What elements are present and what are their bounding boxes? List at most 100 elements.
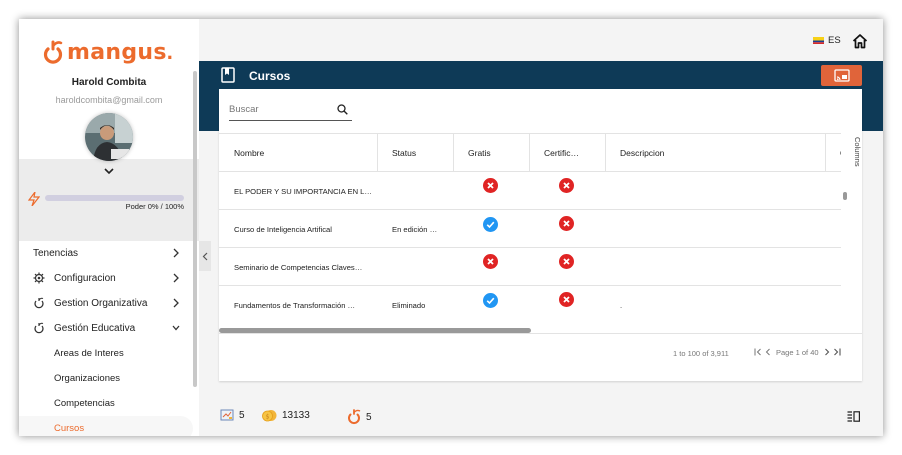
board-icon <box>220 409 234 421</box>
items-count: 5 <box>239 409 245 421</box>
column-header-certificado[interactable]: Certific… <box>544 148 579 158</box>
sidebar-item-label: Configuracion <box>54 273 116 284</box>
first-page-icon <box>754 348 761 356</box>
power-label: Poder 0% / 100% <box>125 202 184 211</box>
avatar[interactable] <box>85 113 133 161</box>
sidebar-item-cursos[interactable]: Cursos <box>19 416 193 436</box>
cell-descripcion: . <box>620 300 623 310</box>
pagination-range: 1 to 100 of 3,911 <box>673 349 729 358</box>
avatar-photo <box>85 113 133 161</box>
search-icon[interactable] <box>337 104 348 115</box>
cell-descripcion <box>605 248 825 286</box>
chevron-right-icon <box>173 298 179 308</box>
sidebar-item-areas-de-interes[interactable]: Areas de Interes <box>19 341 193 366</box>
app-window: mangus. Harold Combita haroldcombita@gma… <box>19 19 883 436</box>
search-box <box>229 101 352 121</box>
cross-circle-icon <box>559 178 574 193</box>
table-header-row: Nombre Status Gratis Certific… Descripci… <box>219 134 841 172</box>
sidebar-item-label: Organizaciones <box>54 373 121 384</box>
coins-count: 13133 <box>282 410 310 421</box>
cross-circle-icon <box>483 254 498 269</box>
table-row[interactable]: Seminario de Competencias Claves… <box>219 248 841 286</box>
cross-circle-icon <box>559 292 574 307</box>
chevron-left-icon <box>765 348 770 356</box>
mangus-logo[interactable]: mangus. <box>43 37 173 67</box>
cast-icon <box>833 69 850 82</box>
last-page-icon <box>833 348 841 356</box>
columns-toggle[interactable]: Columns <box>853 137 862 167</box>
mangus-stat: 5 <box>347 409 372 425</box>
table-row[interactable]: EL PODER Y SU IMPORTANCIA EN L… <box>219 172 841 210</box>
last-page-button[interactable] <box>832 346 842 358</box>
table-row[interactable]: Curso de Inteligencia Artifical En edici… <box>219 210 841 248</box>
cross-circle-icon <box>483 178 498 193</box>
panel-toggle-icon[interactable] <box>847 411 860 422</box>
cross-circle-icon <box>559 216 574 231</box>
column-header-gratis[interactable]: Gratis <box>468 148 491 158</box>
sidebar: mangus. Harold Combita haroldcombita@gma… <box>19 19 199 436</box>
cell-status: Eliminado <box>392 300 426 310</box>
user-email: haroldcombita@gmail.com <box>55 95 163 105</box>
home-icon[interactable] <box>852 33 868 49</box>
chevron-down-icon[interactable] <box>103 165 115 177</box>
sidebar-item-gestion-educativa[interactable]: Gestión Educativa <box>19 316 193 341</box>
cell-nombre: Curso de Inteligencia Artifical <box>234 224 332 234</box>
mangus-count: 5 <box>366 411 372 423</box>
column-header-status[interactable]: Status <box>392 148 417 158</box>
sidebar-item-label: Areas de Interes <box>54 348 124 359</box>
table-footer-divider <box>219 333 862 334</box>
check-circle-icon <box>483 293 498 308</box>
column-header-orden[interactable]: Or <box>825 134 841 172</box>
table-horizontal-scrollbar[interactable] <box>219 328 531 333</box>
cell-nombre: EL PODER Y SU IMPORTANCIA EN L… <box>234 186 372 196</box>
cell-descripcion <box>605 172 825 210</box>
previous-page-button[interactable] <box>763 346 773 358</box>
cell-status <box>377 248 453 286</box>
sidebar-item-label: Cursos <box>54 423 85 434</box>
items-stat: 5 <box>220 409 245 421</box>
sidebar-item-tenencias[interactable]: Tenencias <box>19 241 193 266</box>
cast-button[interactable] <box>821 65 862 86</box>
table-row[interactable]: Fundamentos de Transformación … Eliminad… <box>219 286 841 321</box>
gear-icon <box>33 272 45 284</box>
sidebar-item-organizaciones[interactable]: Organizaciones <box>19 366 193 391</box>
language-selector[interactable]: ES <box>828 35 841 46</box>
book-icon <box>221 67 235 83</box>
sidebar-item-configuracion[interactable]: Configuracion <box>19 266 193 291</box>
column-header-nombre[interactable]: Nombre <box>234 148 265 158</box>
chevron-right-icon <box>173 273 179 283</box>
page-indicator: Page 1 of 40 <box>776 347 819 357</box>
cell-status: En edición … <box>392 224 438 234</box>
brand-name: mangus <box>67 39 167 65</box>
colombia-flag-icon[interactable] <box>813 37 824 44</box>
sidebar-item-label: Competencias <box>54 398 115 409</box>
sidebar-item-label: Tenencias <box>33 248 79 259</box>
brand-dot: . <box>166 39 173 64</box>
table-vertical-scroll-thumb[interactable] <box>843 192 847 200</box>
mangus-logo-icon <box>43 40 63 64</box>
mangus-fruit-icon <box>348 409 361 424</box>
chevron-left-icon <box>202 252 208 260</box>
power-progress-bar <box>45 195 184 201</box>
column-header-descripcion[interactable]: Descripcion <box>620 148 665 158</box>
sidebar-collapse-button[interactable] <box>199 241 211 271</box>
mangus-fruit-icon <box>34 322 44 334</box>
sidebar-item-gestion-organizativa[interactable]: Gestion Organizativa <box>19 291 193 316</box>
cross-circle-icon <box>559 254 574 269</box>
chevron-down-icon <box>172 325 180 331</box>
cell-descripcion <box>605 210 825 248</box>
coins-icon: $ <box>262 410 277 422</box>
chevron-right-icon <box>824 348 829 356</box>
pagination-controls: Page 1 of 40 <box>753 346 842 358</box>
top-bar: ES <box>199 19 883 61</box>
first-page-button[interactable] <box>753 346 763 358</box>
sidebar-scrollbar[interactable] <box>193 71 197 387</box>
sidebar-item-label: Gestion Organizativa <box>54 298 148 309</box>
svg-text:$: $ <box>266 413 270 420</box>
sidebar-item-competencias[interactable]: Competencias <box>19 391 193 416</box>
check-circle-icon <box>483 217 498 232</box>
search-input[interactable] <box>229 104 329 115</box>
page-title: Cursos <box>249 69 291 83</box>
cell-nombre: Fundamentos de Transformación … <box>234 300 356 310</box>
next-page-button[interactable] <box>822 346 832 358</box>
